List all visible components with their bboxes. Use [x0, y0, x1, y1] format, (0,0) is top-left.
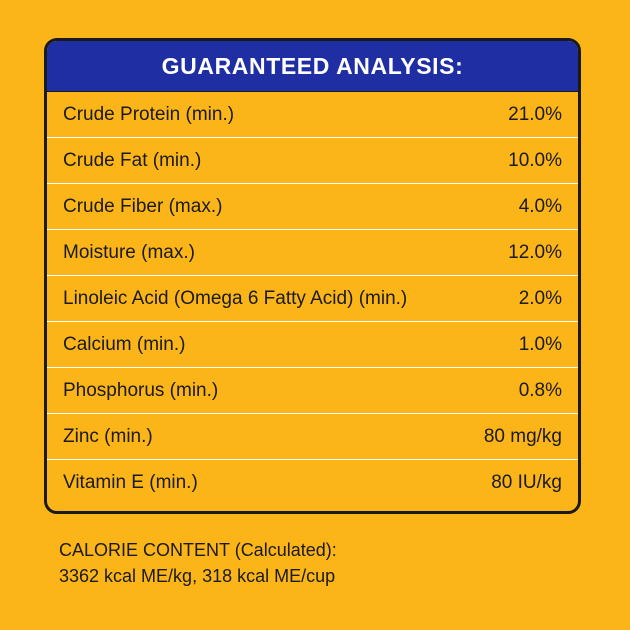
- calorie-content: CALORIE CONTENT (Calculated): 3362 kcal …: [59, 537, 337, 589]
- nutrient-amount: 10.0%: [508, 149, 562, 171]
- nutrient-label: Crude Fiber (max.): [63, 195, 223, 217]
- nutrient-label: Moisture (max.): [63, 241, 195, 263]
- nutrient-amount: 0.8%: [518, 379, 562, 401]
- table-row: Calcium (min.) 1.0%: [47, 322, 578, 368]
- table-row: Crude Protein (min.) 21.0%: [47, 92, 578, 138]
- nutrient-amount: 80 IU/kg: [491, 472, 562, 493]
- calorie-values: 3362 kcal ME/kg, 318 kcal ME/cup: [59, 566, 336, 586]
- nutrient-label: Phosphorus (min.): [63, 379, 219, 401]
- nutrient-label: Crude Protein (min.): [63, 103, 235, 125]
- nutrient-amount: 12.0%: [508, 241, 562, 263]
- analysis-table: Crude Protein (min.) 21.0% Crude Fat (mi…: [47, 92, 578, 506]
- guaranteed-analysis-panel: GUARANTEED ANALYSIS: Crude Protein (min.…: [44, 38, 581, 514]
- nutrient-label: Crude Fat (min.): [63, 149, 202, 171]
- panel-title: GUARANTEED ANALYSIS:: [161, 52, 464, 79]
- table-row: Moisture (max.) 12.0%: [47, 230, 578, 276]
- table-row: Phosphorus (min.) 0.8%: [47, 368, 578, 414]
- table-row: Crude Fiber (max.) 4.0%: [47, 184, 578, 230]
- panel-header: GUARANTEED ANALYSIS:: [47, 41, 578, 92]
- nutrient-label: Linoleic Acid (Omega 6 Fatty Acid) (min.…: [63, 287, 408, 309]
- nutrient-amount: 2.0%: [518, 287, 562, 309]
- table-row: Vitamin E (min.) 80 IU/kg: [47, 460, 578, 506]
- nutrient-label: Zinc (min.): [63, 425, 153, 447]
- nutrient-amount: 4.0%: [518, 195, 562, 217]
- nutrient-amount: 80 mg/kg: [483, 425, 562, 447]
- table-row: Crude Fat (min.) 10.0%: [47, 138, 578, 184]
- nutrient-amount: 1.0%: [518, 333, 562, 355]
- table-row: Zinc (min.) 80 mg/kg: [47, 414, 578, 460]
- nutrient-label: Vitamin E (min.): [63, 472, 198, 493]
- calorie-heading: CALORIE CONTENT (Calculated):: [59, 540, 337, 560]
- nutrient-label: Calcium (min.): [63, 333, 186, 355]
- nutrient-amount: 21.0%: [508, 103, 562, 125]
- table-row: Linoleic Acid (Omega 6 Fatty Acid) (min.…: [47, 276, 578, 322]
